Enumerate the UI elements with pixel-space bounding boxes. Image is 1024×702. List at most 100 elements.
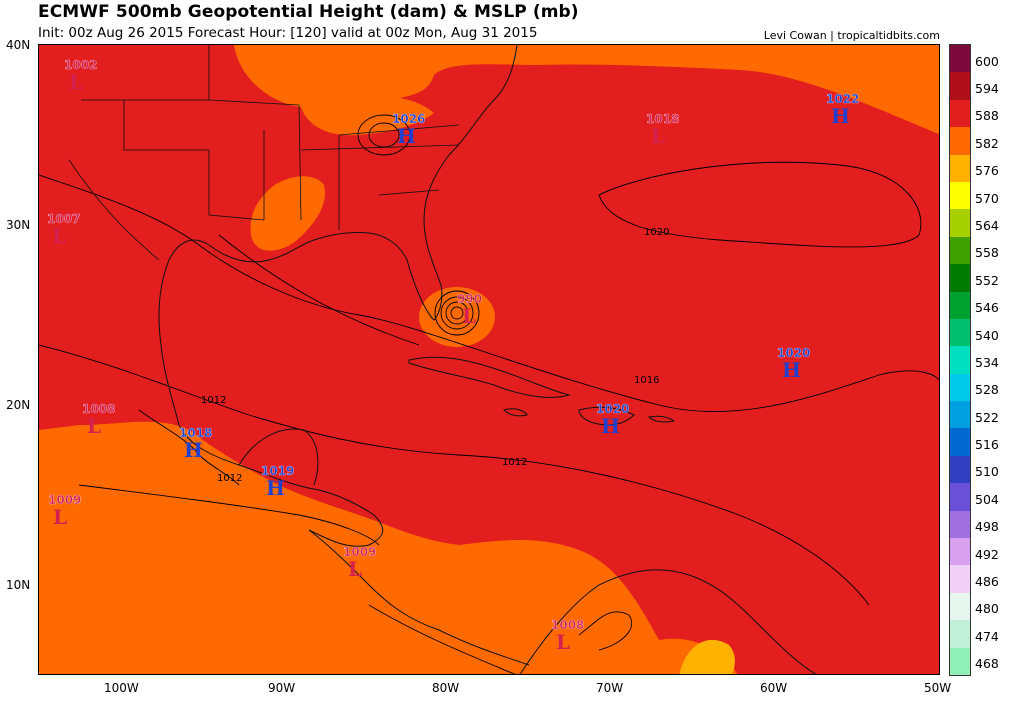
colorbar-swatch: [950, 318, 970, 347]
lat-label-30n: 30N: [6, 218, 31, 232]
colorbar-swatch: [950, 647, 970, 675]
colorbar-label: 504: [975, 491, 999, 507]
forecast-map: 1002 L 1026 H 1018 L 1022 H 1007 L 990 L 1020 H 1008 L 1…: [38, 44, 940, 675]
high-pressure-marker: H: [782, 358, 801, 382]
low-pressure-marker: L: [348, 557, 362, 581]
low-pressure-marker: L: [651, 124, 665, 148]
pressure-value: 1020: [596, 402, 629, 416]
colorbar-swatch: [950, 592, 970, 621]
lon-label-100w: 100W: [104, 681, 139, 695]
isobar-label: 1012: [217, 473, 242, 484]
pressure-value: 1018: [646, 112, 679, 126]
height-fill-582-gulf: [250, 176, 325, 251]
chart-credit: Levi Cowan | tropicaltidbits.com: [763, 29, 940, 42]
isobars: [39, 114, 939, 674]
colorbar-swatch: [950, 428, 970, 456]
lon-label-50w: 50W: [924, 681, 952, 695]
colorbar-swatch: [950, 209, 970, 237]
colorbar-label: 600: [975, 53, 999, 69]
isobar-label: 1020: [644, 227, 669, 238]
pressure-value: 990: [457, 292, 482, 306]
low-pressure-marker: L: [53, 505, 67, 529]
pressure-value: 1009: [343, 545, 376, 559]
low-pressure-marker: L: [556, 630, 570, 654]
height-fill-582-ne: [899, 45, 939, 72]
lat-label-20n: 20N: [6, 398, 31, 412]
pressure-value: 1022: [826, 92, 859, 106]
coastlines: [158, 45, 817, 674]
colorbar-label: 474: [975, 628, 999, 644]
lon-label-80w: 80W: [432, 681, 460, 695]
colorbar-label: 582: [975, 135, 999, 151]
chart-subtitle: Init: 00z Aug 26 2015 Forecast Hour: [12…: [38, 25, 538, 41]
high-pressure-marker: H: [266, 476, 285, 500]
colorbar-swatch: [950, 45, 970, 73]
lat-label-10n: 10N: [6, 578, 31, 592]
isobar-label: 1012: [201, 395, 226, 406]
height-fill-576-col: [704, 655, 734, 674]
colorbar-swatch: [950, 401, 970, 429]
colorbar-swatch: [950, 127, 970, 155]
colorbar-label: 516: [975, 437, 999, 453]
colorbar-swatch: [950, 236, 970, 265]
pressure-value: 1026: [392, 112, 425, 126]
low-pressure-marker: L: [87, 414, 101, 438]
colorbar-label: 558: [975, 245, 999, 261]
isobar-label: 1012: [502, 457, 527, 468]
colorbar-label: 498: [975, 519, 999, 535]
colorbar-label: 588: [975, 108, 999, 124]
colorbar-swatch: [950, 620, 970, 648]
colorbar-swatch: [950, 565, 970, 593]
isobar-label: 1016: [634, 375, 659, 386]
height-fill-582-se: [301, 95, 434, 136]
pressure-value: 1019: [261, 464, 294, 478]
isobar-labels: 1020 1016 1012 1012 1012: [201, 227, 669, 484]
colorbar: [949, 44, 971, 676]
colorbar-label: 528: [975, 382, 999, 398]
colorbar-label: 510: [975, 464, 999, 480]
colorbar-swatch: [950, 181, 970, 210]
pressure-value: 1020: [777, 346, 810, 360]
low-pressure-marker: L: [462, 304, 476, 328]
high-pressure-marker: H: [601, 414, 620, 438]
lon-label-90w: 90W: [268, 681, 296, 695]
colorbar-swatch: [950, 510, 970, 539]
pressure-value: 1007: [47, 212, 80, 226]
low-pressure-marker: L: [52, 224, 66, 248]
pressure-value: 1018: [179, 426, 212, 440]
pressure-value: 1008: [82, 402, 115, 416]
lon-label-70w: 70W: [596, 681, 624, 695]
pressure-value: 1009: [48, 493, 81, 507]
colorbar-label: 522: [975, 409, 999, 425]
colorbar-label: 480: [975, 601, 999, 617]
colorbar-swatch: [950, 373, 970, 402]
low-pressure-marker: L: [69, 70, 83, 94]
colorbar-swatch: [950, 72, 970, 100]
colorbar-swatch: [950, 291, 970, 319]
colorbar-swatch: [950, 346, 970, 374]
high-pressure-marker: H: [831, 104, 850, 128]
colorbar-label: 564: [975, 217, 999, 233]
colorbar-label: 468: [975, 656, 999, 672]
high-pressure-marker: H: [184, 438, 203, 462]
colorbar-label: 552: [975, 272, 999, 288]
borders: [68, 45, 460, 261]
colorbar-swatch: [950, 154, 970, 182]
chart-title: ECMWF 500mb Geopotential Height (dam) & …: [38, 2, 579, 22]
high-pressure-marker: H: [397, 124, 416, 148]
